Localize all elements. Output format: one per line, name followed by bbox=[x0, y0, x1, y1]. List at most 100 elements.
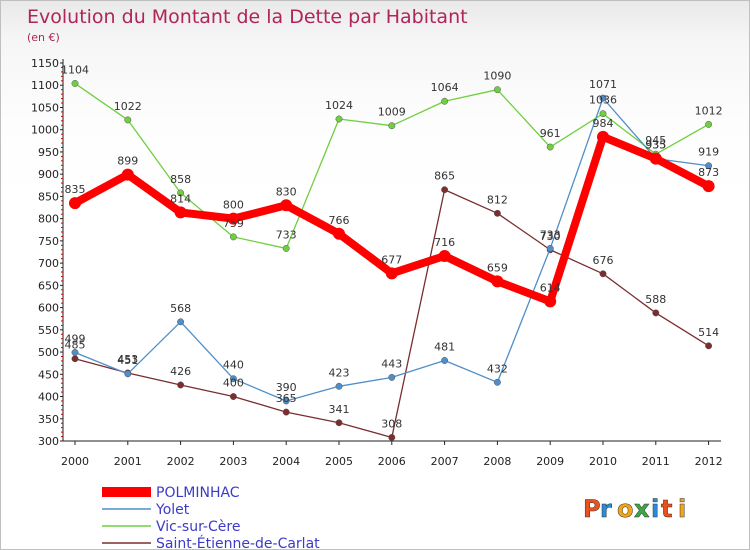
y-tick-label: 300 bbox=[38, 435, 59, 448]
data-label: 451 bbox=[117, 354, 138, 367]
data-point bbox=[388, 122, 396, 130]
x-tick-label: 2007 bbox=[431, 455, 459, 468]
data-label: 588 bbox=[645, 293, 666, 306]
legend: POLMINHACYoletVic-sur-CèreSaint-Étienne-… bbox=[102, 485, 320, 549]
data-point bbox=[385, 267, 398, 280]
legend-label: Vic-sur-Cère bbox=[156, 519, 240, 535]
data-point bbox=[174, 206, 187, 219]
data-point bbox=[124, 116, 132, 124]
data-label: 800 bbox=[223, 199, 244, 212]
data-point bbox=[282, 408, 290, 416]
data-point bbox=[121, 168, 134, 181]
data-label: 935 bbox=[645, 139, 666, 152]
data-label: 1064 bbox=[431, 81, 459, 94]
data-label: 899 bbox=[117, 155, 138, 168]
data-label: 1090 bbox=[483, 70, 511, 83]
data-point bbox=[544, 295, 557, 308]
data-point bbox=[124, 370, 132, 378]
data-label: 733 bbox=[276, 228, 297, 241]
data-point bbox=[599, 270, 607, 278]
data-label: 676 bbox=[593, 254, 614, 267]
y-tick-label: 650 bbox=[38, 279, 59, 292]
data-label: 873 bbox=[698, 166, 719, 179]
data-point bbox=[705, 342, 713, 350]
data-point bbox=[229, 375, 237, 383]
y-tick-label: 400 bbox=[38, 391, 59, 404]
data-label: 365 bbox=[276, 392, 297, 405]
data-label: 1022 bbox=[114, 100, 142, 113]
data-label: 443 bbox=[381, 357, 402, 370]
data-label: 733 bbox=[540, 228, 561, 241]
logo-letter: o bbox=[617, 495, 634, 523]
data-label: 812 bbox=[487, 193, 508, 206]
data-point bbox=[649, 152, 662, 165]
data-label: 568 bbox=[170, 302, 191, 315]
data-point bbox=[71, 80, 79, 87]
data-label: 614 bbox=[540, 281, 561, 294]
data-point bbox=[69, 197, 81, 210]
legend-label: Yolet bbox=[155, 502, 190, 518]
x-tick-label: 2011 bbox=[642, 455, 670, 468]
data-label: 390 bbox=[276, 381, 297, 394]
data-point bbox=[282, 397, 290, 405]
data-point bbox=[335, 419, 343, 427]
data-label: 485 bbox=[65, 339, 86, 352]
data-point bbox=[705, 162, 713, 170]
legend-label: Saint-Étienne-de-Carlat bbox=[156, 535, 320, 549]
data-label: 677 bbox=[381, 253, 402, 266]
data-point bbox=[599, 110, 607, 118]
data-label: 1071 bbox=[589, 78, 617, 91]
x-tick-label: 2012 bbox=[695, 455, 723, 468]
data-point bbox=[177, 189, 185, 197]
x-tick-label: 2001 bbox=[114, 455, 142, 468]
data-point bbox=[333, 227, 345, 240]
data-point bbox=[441, 97, 449, 105]
data-label: 830 bbox=[276, 185, 297, 198]
data-point bbox=[441, 357, 449, 364]
y-tick-label: 1050 bbox=[31, 101, 59, 114]
data-label: 432 bbox=[487, 362, 508, 375]
data-point bbox=[177, 318, 185, 326]
logo-letter: x bbox=[634, 495, 650, 523]
data-label: 308 bbox=[381, 417, 402, 430]
chart-title: Evolution du Montant de la Dette par Hab… bbox=[27, 6, 468, 28]
data-point bbox=[702, 180, 715, 193]
data-label: 1036 bbox=[589, 94, 617, 107]
data-label: 716 bbox=[434, 236, 455, 249]
data-label: 1024 bbox=[325, 99, 353, 112]
data-label: 481 bbox=[434, 341, 455, 354]
data-label: 935 bbox=[645, 139, 666, 152]
data-label: 858 bbox=[170, 173, 191, 186]
data-label: 1104 bbox=[61, 63, 89, 76]
data-point bbox=[388, 433, 396, 441]
data-point bbox=[493, 209, 501, 217]
y-tick-label: 450 bbox=[38, 368, 59, 381]
x-tick-label: 2000 bbox=[61, 455, 89, 468]
data-point bbox=[599, 94, 607, 102]
x-tick-label: 2006 bbox=[378, 455, 406, 468]
logo-letter: i bbox=[651, 495, 659, 523]
data-point bbox=[705, 120, 713, 128]
data-point bbox=[493, 378, 501, 386]
data-point bbox=[438, 250, 451, 263]
data-point bbox=[388, 373, 396, 381]
y-tick-label: 500 bbox=[38, 346, 59, 359]
data-label: 341 bbox=[329, 403, 350, 416]
data-label: 945 bbox=[645, 134, 666, 147]
y-tick-label: 550 bbox=[38, 324, 59, 337]
x-tick-label: 2004 bbox=[272, 455, 300, 468]
data-label: 1012 bbox=[695, 104, 723, 117]
series-layer bbox=[69, 80, 715, 441]
data-label: 453 bbox=[117, 353, 138, 366]
x-tick-label: 2002 bbox=[167, 455, 195, 468]
data-point bbox=[441, 186, 449, 194]
y-tick-label: 750 bbox=[38, 235, 59, 248]
data-label: 984 bbox=[593, 117, 614, 130]
x-tick-label: 2005 bbox=[325, 455, 353, 468]
data-point bbox=[280, 199, 293, 212]
legend-label: POLMINHAC bbox=[156, 485, 240, 501]
y-tick-label: 350 bbox=[38, 413, 59, 426]
